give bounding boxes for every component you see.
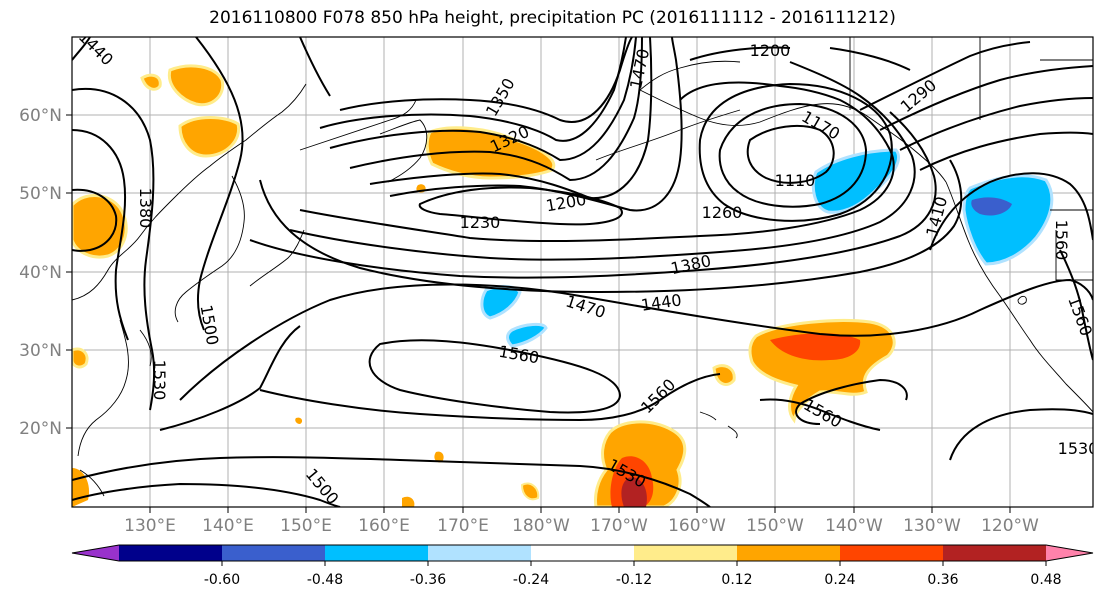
- colorbar-ticks: -0.60 -0.48 -0.36 -0.24 -0.12 0.12 0.24 0.36 0.4…: [204, 561, 1062, 588]
- colorbar-segment: [119, 545, 223, 561]
- contour-label: 1530: [1058, 439, 1099, 458]
- colorbar: -0.60 -0.48 -0.36 -0.24 -0.12 0.12 0.24 0.36 0.4…: [71, 544, 1094, 588]
- map-title: 2016110800 F078 850 hPa height, precipit…: [209, 8, 896, 28]
- lon-label: 140°E: [202, 516, 254, 536]
- colorbar-tick-label: 0.12: [721, 572, 752, 588]
- contour-label: 1560: [1052, 220, 1071, 261]
- colorbar-tick-label: 0.24: [824, 572, 855, 588]
- lon-labels: 130°E 140°E 150°E 160°E 170°E 180°W 170°…: [124, 516, 1039, 536]
- lat-label: 20°N: [19, 419, 62, 439]
- lon-label: 120°W: [981, 516, 1039, 536]
- colorbar-outline: [71, 544, 1094, 562]
- lon-label: 160°E: [358, 516, 410, 536]
- lon-label: 150°E: [280, 516, 332, 536]
- precip-shading: [72, 64, 1054, 507]
- contour-label: 1260: [702, 203, 743, 222]
- colorbar-segment: [943, 545, 1047, 561]
- colorbar-segment: [737, 545, 841, 561]
- colorbar-segment: [428, 545, 532, 561]
- lon-label: 130°E: [124, 516, 176, 536]
- colorbar-tick-label: 0.48: [1030, 572, 1061, 588]
- lon-ticks: [149, 507, 1011, 513]
- lon-label: 170°W: [590, 516, 648, 536]
- colorbar-tick-label: -0.12: [616, 572, 652, 588]
- colorbar-arrow-low: [72, 545, 119, 561]
- lon-label: 160°W: [668, 516, 726, 536]
- colorbar-segments: [72, 545, 1093, 561]
- colorbar-tick-label: -0.60: [204, 572, 240, 588]
- contour-label: 1380: [136, 188, 155, 229]
- lat-ticks: [66, 114, 72, 429]
- lon-label: 150°W: [746, 516, 804, 536]
- lat-label: 60°N: [19, 106, 62, 126]
- lat-labels: 60°N 50°N 40°N 30°N 20°N: [19, 106, 62, 439]
- colorbar-tick-label: -0.48: [307, 572, 343, 588]
- height-contours: [72, 37, 1093, 507]
- lon-label: 170°E: [437, 516, 489, 536]
- lat-label: 50°N: [19, 184, 62, 204]
- colorbar-tick-label: -0.24: [513, 572, 549, 588]
- contour-label: 1230: [460, 213, 501, 232]
- colorbar-segment: [325, 545, 429, 561]
- colorbar-segment: [634, 545, 738, 561]
- lat-label: 30°N: [19, 341, 62, 361]
- colorbar-tick-label: -0.36: [410, 572, 446, 588]
- colorbar-segment: [222, 545, 326, 561]
- lon-label: 180°W: [512, 516, 570, 536]
- contour-label: 1200: [750, 41, 791, 60]
- lon-label: 140°W: [825, 516, 883, 536]
- colorbar-segment: [840, 545, 944, 561]
- colorbar-tick-label: 0.36: [927, 572, 958, 588]
- contour-label: 1530: [150, 360, 169, 401]
- lon-label: 130°W: [903, 516, 961, 536]
- colorbar-segment: [531, 545, 635, 561]
- contour-label: 1110: [775, 171, 816, 190]
- lat-label: 40°N: [19, 263, 62, 283]
- colorbar-arrow-high: [1046, 545, 1093, 561]
